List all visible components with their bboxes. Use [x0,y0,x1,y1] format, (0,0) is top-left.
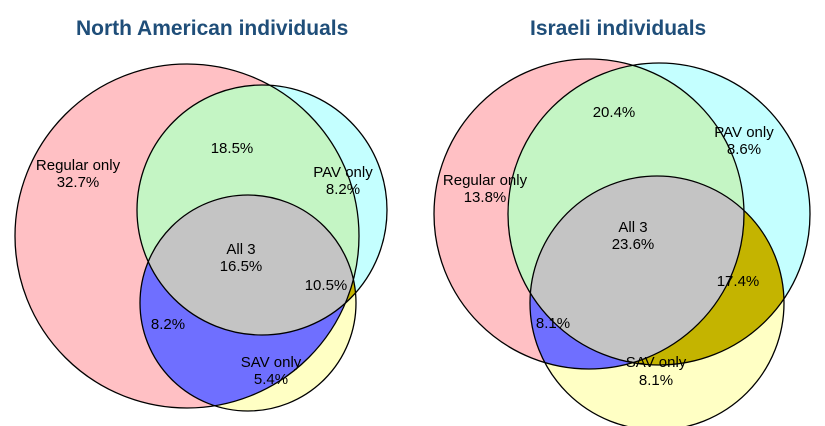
regular-only-label: Regular only [36,157,121,174]
north-american-venn: Regular only 32.7% 18.5% PAV only 8.2% A… [14,63,388,412]
regular-pav-value: 18.5% [211,140,254,157]
pav-only-value: 8.2% [326,181,360,198]
all-three-overlap [530,176,744,365]
all-three-label: All 3 [618,219,647,236]
pav-outline [136,84,388,336]
regular-sav-value: 8.1% [536,315,570,332]
all-three-overlap [140,195,356,335]
regular-outline [14,63,360,409]
pav-sav-value: 10.5% [305,277,348,294]
sav-outline [529,175,785,426]
regular-only-value: 32.7% [57,174,100,191]
pav-only-label: PAV only [714,124,774,141]
regular-only-value: 13.8% [464,189,507,206]
israeli-title: Israeli individuals [530,17,707,40]
pav-outline [507,62,811,366]
pav-only-label: PAV only [313,164,373,181]
sav-only-value: 5.4% [254,371,288,388]
israeli-venn: Regular only 13.8% 20.4% PAV only 8.6% A… [433,58,811,426]
pav-only-value: 8.6% [727,141,761,158]
all-three-label: All 3 [226,241,255,258]
north-american-title: North American individuals [76,17,349,40]
regular-pav-value: 20.4% [593,104,636,121]
regular-sav-value: 8.2% [151,316,185,333]
all-three-value: 16.5% [220,258,263,275]
sav-only-label: SAV only [241,354,302,371]
pav-sav-value: 17.4% [717,273,760,290]
regular-only-label: Regular only [443,172,528,189]
sav-outline [139,194,357,412]
regular-outline [433,58,745,370]
sav-only-label: SAV only [626,354,687,371]
sav-only-value: 8.1% [639,372,673,389]
all-three-value: 23.6% [612,236,655,253]
